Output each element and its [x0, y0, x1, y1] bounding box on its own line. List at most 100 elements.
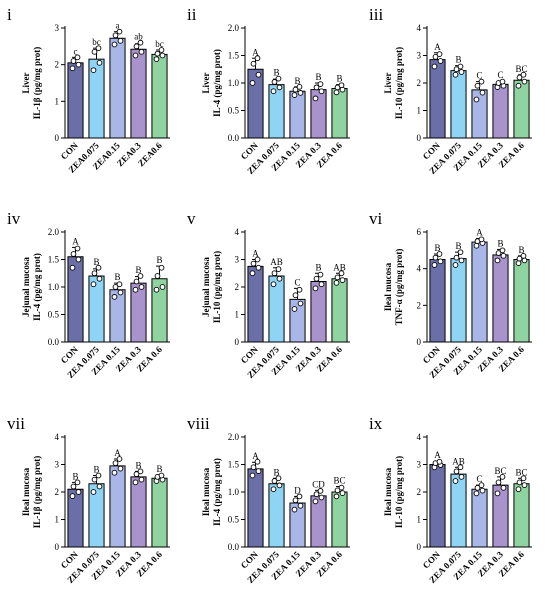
data-point: [457, 249, 464, 256]
data-point: [494, 257, 501, 264]
y-axis-label: TNF-α (pg/mg prot): [394, 249, 404, 326]
bar: [471, 89, 488, 139]
data-point: [453, 254, 460, 261]
significance-letter: bc: [155, 39, 164, 49]
data-point: [250, 60, 257, 67]
data-point: [432, 54, 439, 60]
significance-letter: B: [315, 262, 321, 272]
data-point: [75, 256, 82, 263]
data-point: [91, 48, 98, 55]
data-point: [473, 96, 480, 103]
data-point: [137, 273, 144, 279]
bar: [331, 278, 348, 343]
data-point: [297, 502, 304, 509]
panel-iv: iv 0.0 0.5 1.0 1.5 2.0 Jejunal mucosa IL-4 (pg/…: [7, 209, 170, 380]
bar: [247, 468, 264, 548]
bar: [130, 476, 147, 548]
data-point: [499, 78, 506, 85]
data-point: [520, 252, 527, 259]
data-point: [296, 83, 303, 90]
y-tick-label: 1: [417, 515, 422, 525]
significance-letter: B: [93, 257, 99, 267]
bar: [429, 59, 446, 139]
data-point: [154, 273, 161, 279]
data-point: [74, 54, 81, 61]
y-tick-label: 4: [235, 227, 240, 237]
data-point: [154, 50, 161, 57]
significance-letter: C: [497, 70, 503, 80]
data-point: [254, 55, 261, 62]
data-point: [296, 286, 303, 293]
significance-letter: c: [74, 46, 78, 56]
data-point: [457, 63, 464, 70]
data-point: [158, 47, 165, 53]
panel-label: vii: [7, 414, 25, 433]
y-tick-label: 3: [55, 460, 60, 470]
data-point: [249, 80, 256, 86]
data-point: [276, 275, 283, 282]
data-point: [338, 270, 345, 277]
y-tick-label: 2: [417, 300, 422, 310]
panel-label: i: [7, 5, 12, 24]
data-point: [138, 284, 145, 290]
data-point: [95, 45, 102, 52]
data-point: [276, 84, 283, 91]
data-point: [159, 52, 166, 59]
data-point: [317, 81, 324, 87]
significance-letter: B: [273, 467, 279, 477]
significance-letter: B: [518, 245, 524, 255]
bar: [429, 464, 446, 548]
y-tick-label: 3: [55, 23, 60, 33]
data-point: [313, 491, 320, 498]
data-point: [158, 472, 165, 479]
data-point: [271, 478, 278, 484]
data-point: [158, 264, 165, 271]
bar: [310, 495, 327, 548]
significance-letter: A: [434, 42, 441, 52]
bar: [289, 298, 306, 343]
data-point: [291, 92, 298, 98]
data-point: [473, 490, 480, 497]
bar: [492, 254, 509, 343]
significance-letter: C: [294, 277, 300, 287]
significance-letter: B: [156, 464, 162, 474]
y-axis-label: Ileal mucosa: [383, 467, 393, 516]
data-point: [458, 69, 465, 75]
data-point: [69, 493, 76, 499]
y-axis-label: Jejunal mucosa: [201, 257, 211, 317]
data-point: [520, 475, 527, 482]
data-point: [132, 479, 139, 486]
significance-letter: A: [72, 236, 79, 246]
data-point: [112, 460, 119, 466]
significance-letter: B: [114, 272, 120, 282]
data-point: [90, 67, 97, 74]
significance-letter: B: [273, 68, 279, 78]
y-tick-label: 2: [417, 487, 422, 497]
significance-letter: BC: [515, 467, 527, 477]
data-point: [478, 78, 485, 85]
data-point: [515, 260, 522, 267]
significance-letter: B: [135, 265, 141, 275]
data-point: [339, 490, 346, 496]
bar: [151, 53, 168, 139]
y-tick-label: 1.0: [228, 487, 240, 497]
y-tick-label: 3: [235, 255, 240, 265]
data-point: [431, 63, 438, 70]
y-axis-label: IL-1β (pg/mg prot): [32, 456, 42, 529]
data-point: [132, 52, 139, 59]
bar: [247, 265, 264, 343]
data-point: [112, 284, 119, 290]
data-point: [254, 458, 261, 465]
data-point: [271, 79, 278, 85]
significance-letter: A: [434, 450, 441, 460]
y-tick-label: 0: [417, 542, 422, 552]
data-point: [452, 71, 459, 78]
significance-letter: B: [135, 460, 141, 470]
significance-letter: B: [72, 471, 78, 481]
significance-letter: D: [294, 485, 301, 495]
data-point: [75, 61, 82, 68]
y-tick-label: 2: [55, 487, 60, 497]
